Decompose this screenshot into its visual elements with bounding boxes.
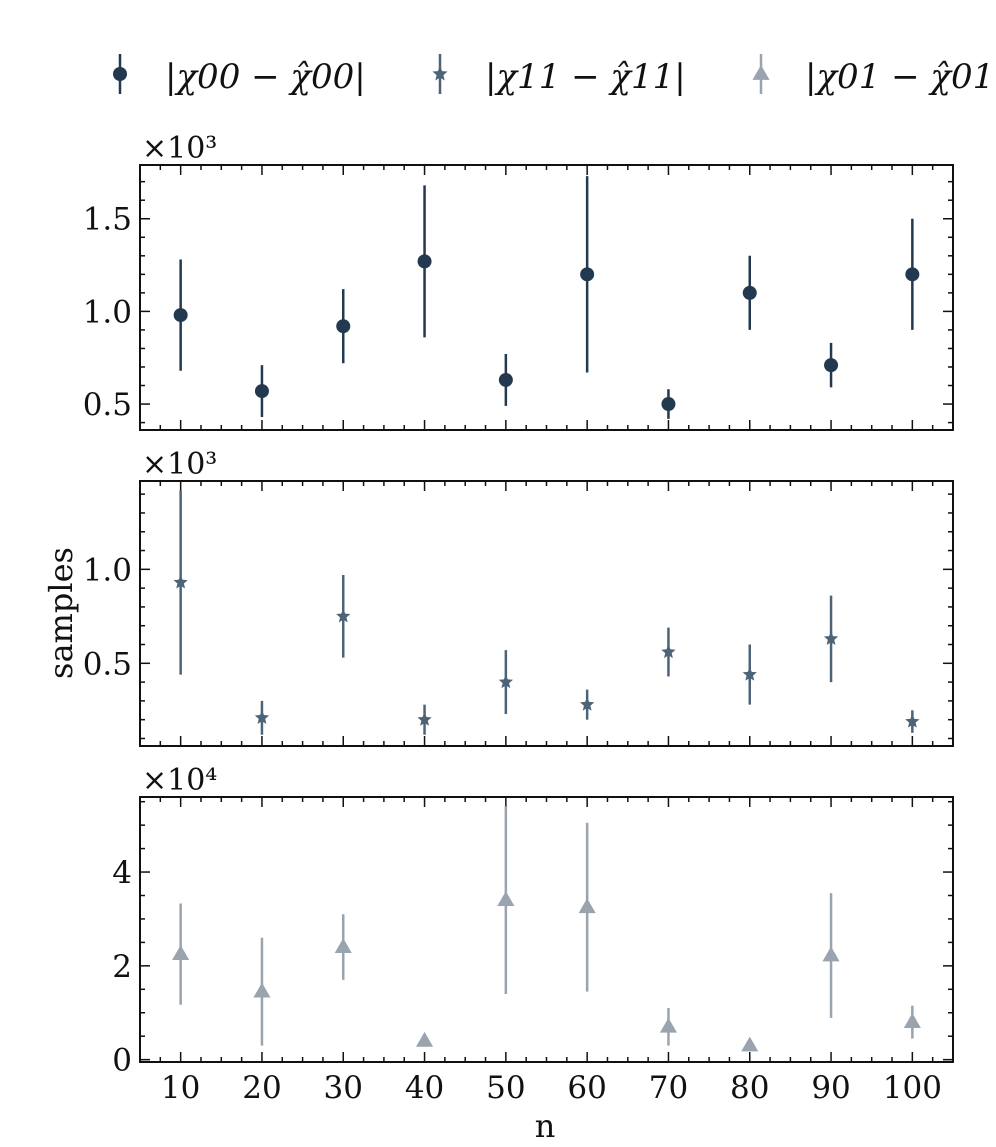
- chi00-marker: [905, 267, 920, 282]
- chi01-marker: [334, 938, 352, 953]
- x-axis-label: n: [535, 1107, 556, 1145]
- chi00-marker: [173, 308, 188, 323]
- x-tick-label: 100: [883, 1070, 942, 1106]
- chi11-marker: [742, 667, 757, 681]
- panel-chi00: ×10³ 0.5 1.0 1.5: [83, 131, 954, 431]
- chi11-point: [823, 595, 839, 683]
- legend-marker-circle: [113, 67, 127, 81]
- panel-chi11: ×10³ 0.5 1.0: [83, 447, 954, 747]
- x-tick-label: 40: [405, 1070, 444, 1106]
- y-tick-label: 2: [112, 949, 132, 985]
- y-tick-label: 0: [112, 1043, 132, 1079]
- chi01-point: [416, 1031, 434, 1047]
- chi00-marker: [498, 372, 513, 387]
- chi01-marker: [822, 946, 840, 962]
- chi01-point: [172, 903, 190, 1005]
- legend-label-chi00: |χ00 − χ̂00|: [165, 57, 366, 97]
- chi11-marker: [498, 674, 513, 689]
- x-tick-label: 60: [567, 1070, 606, 1106]
- chi00-marker: [824, 358, 839, 373]
- legend-label-chi01: |χ01 − χ̂01|: [805, 57, 996, 97]
- chi11-point: [661, 627, 676, 677]
- chi01-point: [253, 937, 271, 1046]
- chi01-marker: [416, 1031, 434, 1047]
- legend-marker-star: [432, 66, 448, 81]
- chi00-point: [824, 342, 839, 388]
- chi11-marker: [336, 608, 351, 623]
- chi01-marker: [659, 1017, 677, 1033]
- y-axis-label: samples: [42, 547, 80, 679]
- chi00-point: [254, 365, 269, 418]
- chi01-point: [578, 822, 596, 992]
- chi00-point: [580, 176, 595, 373]
- chi00-marker: [580, 267, 595, 282]
- chi11-point: [498, 650, 513, 715]
- panel-chi00-multiplier: ×10³: [142, 131, 217, 166]
- chi01-marker: [497, 891, 515, 907]
- chi11-marker: [254, 710, 270, 724]
- legend-marker-triangle: [752, 65, 770, 80]
- y-tick-label: 0.5: [83, 387, 132, 423]
- chi00-point: [661, 389, 676, 419]
- chi00-point: [498, 354, 513, 406]
- y-tick-label: 1.0: [83, 294, 132, 330]
- chi11-point: [905, 710, 920, 733]
- x-tick-label: 50: [486, 1070, 525, 1106]
- chi00-point: [173, 259, 188, 371]
- chi11-point: [580, 689, 595, 720]
- chi01-point: [334, 914, 352, 980]
- chi00-marker: [417, 254, 432, 269]
- chi01-point: [822, 893, 840, 1018]
- x-tick-label: 70: [649, 1070, 688, 1106]
- x-tick-label: 20: [242, 1070, 281, 1106]
- chi11-point: [742, 644, 757, 705]
- chi00-point: [336, 289, 351, 364]
- chi11-marker: [823, 631, 839, 645]
- chi11-marker: [417, 712, 432, 726]
- y-tick-label: 1.5: [83, 202, 132, 238]
- chi01-point: [741, 1036, 759, 1052]
- chi01-marker: [903, 1013, 921, 1028]
- chi01-marker: [741, 1036, 759, 1052]
- chi01-marker: [253, 982, 271, 998]
- panel-chi01: ×10⁴ 0 2 4 10 20 30 40 50 60 70 80 90 100: [112, 763, 954, 1106]
- y-tick-label: 0.5: [83, 646, 132, 682]
- chi01-point: [659, 1008, 677, 1046]
- x-tick-label: 80: [730, 1070, 769, 1106]
- chi00-point: [742, 255, 757, 330]
- chi00-marker: [661, 397, 676, 412]
- legend-entry-chi00: |χ00 − χ̂00|: [113, 54, 366, 97]
- chi11-point: [336, 574, 351, 658]
- chi11-point: [254, 700, 270, 735]
- chi11-marker: [905, 714, 920, 728]
- chi01-marker: [172, 945, 190, 960]
- chi11-marker: [661, 644, 676, 659]
- chi11-marker: [173, 574, 188, 589]
- chi11-marker: [580, 697, 595, 711]
- chi00-marker: [336, 319, 351, 334]
- legend-label-chi11: |χ11 − χ̂11|: [485, 57, 686, 97]
- panel-chi11-multiplier: ×10³: [142, 447, 217, 482]
- panel-chi01-multiplier: ×10⁴: [142, 763, 217, 798]
- chi00-point: [417, 185, 432, 338]
- x-tick-label: 10: [161, 1070, 200, 1106]
- chi00-point: [905, 218, 920, 330]
- chi01-point: [903, 1005, 921, 1039]
- chi11-point: [173, 490, 188, 675]
- legend: |χ00 − χ̂00| |χ11 − χ̂11| |χ01 − χ̂01|: [113, 54, 996, 97]
- y-tick-label: 1.0: [83, 552, 132, 588]
- chi00-marker: [742, 285, 757, 300]
- chi11-point: [417, 704, 432, 735]
- y-tick-label: 4: [112, 855, 132, 891]
- chi00-marker: [254, 384, 269, 399]
- legend-entry-chi11: |χ11 − χ̂11|: [432, 54, 686, 97]
- chi01-marker: [578, 898, 596, 914]
- legend-entry-chi01: |χ01 − χ̂01|: [752, 54, 996, 97]
- x-tick-label: 30: [324, 1070, 363, 1106]
- x-tick-label: 90: [811, 1070, 850, 1106]
- chi01-point: [497, 806, 515, 994]
